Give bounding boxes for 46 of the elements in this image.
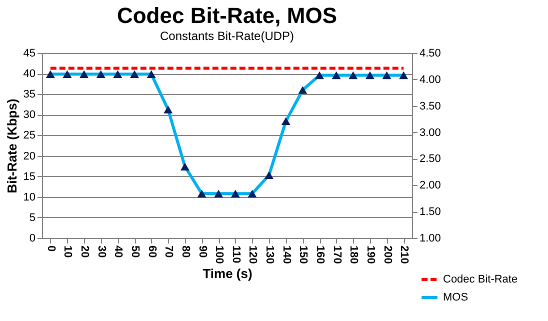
x-tick-label: 150 xyxy=(297,246,310,264)
y2-tick-label: 3.00 xyxy=(420,126,441,139)
x-tick-label: 0 xyxy=(44,246,57,252)
y-tick-label: 25 xyxy=(23,130,36,142)
y-tick-label: 15 xyxy=(23,170,36,183)
x-tick-label: 90 xyxy=(196,246,208,258)
x-tick-label: 210 xyxy=(398,246,410,264)
y-tick-label: 40 xyxy=(23,68,36,80)
chart-title: Codec Bit-Rate, MOS xyxy=(116,3,338,28)
x-tick-label: 110 xyxy=(230,246,242,264)
y-tick-label: 30 xyxy=(23,109,36,122)
y2-tick-label: 1.50 xyxy=(420,206,441,218)
y-axis-title: Bit-Rate (Kbps) xyxy=(4,98,20,194)
y2-tick-label: 1.00 xyxy=(420,232,441,244)
y-tick-label: 10 xyxy=(23,191,36,204)
legend-label: Codec Bit-Rate xyxy=(443,274,518,286)
x-tick-label: 20 xyxy=(78,246,91,258)
y-tick-label: 35 xyxy=(23,88,36,101)
x-tick-label: 40 xyxy=(112,246,124,258)
legend-label: MOS xyxy=(443,292,468,304)
x-tick-label: 200 xyxy=(381,246,394,264)
y-tick-label: 20 xyxy=(23,150,36,162)
y2-tick-label: 2.50 xyxy=(420,153,441,166)
x-tick-label: 130 xyxy=(264,246,276,264)
y-tick-label: 0 xyxy=(29,232,36,244)
x-tick-label: 80 xyxy=(179,246,192,258)
x-tick-label: 180 xyxy=(348,246,360,264)
x-axis-title: Time (s) xyxy=(202,266,252,281)
x-tick-label: 120 xyxy=(246,246,259,264)
x-tick-label: 190 xyxy=(364,246,376,264)
y-tick-label: 45 xyxy=(23,48,36,60)
y2-tick-label: 3.50 xyxy=(420,100,441,112)
x-tick-label: 100 xyxy=(213,246,226,264)
x-tick-label: 10 xyxy=(62,246,74,258)
y2-tick-label: 4.50 xyxy=(420,48,441,60)
chart-subtitle: Constants Bit-Rate(UDP) xyxy=(160,29,294,43)
x-tick-label: 50 xyxy=(129,246,141,258)
x-tick-label: 170 xyxy=(330,246,343,264)
x-tick-label: 60 xyxy=(146,246,158,258)
y-tick-label: 5 xyxy=(29,212,36,224)
y2-tick-label: 2.00 xyxy=(420,180,441,192)
x-tick-label: 140 xyxy=(280,246,292,264)
x-tick-label: 160 xyxy=(314,246,326,264)
y2-tick-label: 4.00 xyxy=(420,74,441,86)
x-tick-label: 30 xyxy=(95,246,108,258)
x-tick-label: 70 xyxy=(162,246,175,258)
